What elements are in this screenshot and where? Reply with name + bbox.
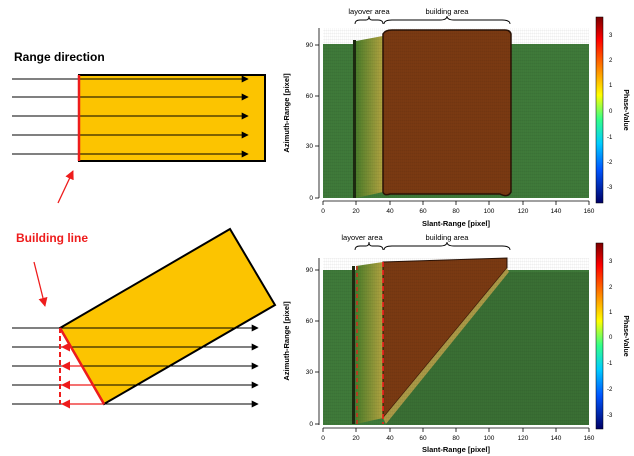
colorbar	[595, 16, 604, 204]
x-ticks: 0 20 40 60 80 100 120 140 160	[321, 428, 595, 442]
x-tick-label: 60	[419, 208, 427, 215]
colorbar-label: Phase-Value	[622, 315, 629, 356]
x-tick-label: 80	[452, 208, 460, 215]
phase-plot-bottom: layover area building area 0 20 40 60 80…	[282, 233, 629, 454]
y-tick-label: 0	[309, 195, 313, 202]
colorbar-ticks: 3 2 1 0 -1 -2 -3	[607, 33, 613, 191]
colorbar-tick-label: 2	[609, 285, 613, 291]
x-tick-label: 160	[584, 435, 595, 442]
y-tick-label: 0	[309, 421, 313, 428]
rotated-building	[58, 227, 277, 406]
x-axis-label: Slant-Range [pixel]	[422, 445, 490, 454]
building-brace	[383, 241, 511, 251]
x-tick-label: 100	[484, 435, 495, 442]
x-tick-label: 20	[352, 435, 360, 442]
building-line-pointer	[57, 170, 74, 204]
y-tick-label: 30	[306, 369, 314, 376]
colorbar-tick-label: -3	[607, 413, 613, 419]
x-tick-label: 160	[584, 208, 595, 215]
colorbar-tick-label: -1	[607, 361, 613, 367]
schematic-bottom	[12, 227, 277, 409]
colorbar-tick-label: -2	[607, 387, 613, 393]
colorbar-tick-label: -3	[607, 185, 613, 191]
pixel-grid	[323, 258, 589, 425]
layover-brace	[354, 241, 384, 251]
projection-arrows	[61, 342, 104, 409]
y-axis-label: Azimuth-Range [pixel]	[282, 301, 291, 381]
y-tick-label: 60	[306, 93, 314, 100]
phase-plot-top: layover area building area 0 20 40 60 80…	[282, 7, 629, 228]
y-ticks: 0 30 60 90	[306, 42, 319, 202]
x-tick-label: 120	[518, 435, 529, 442]
range-arrows	[12, 324, 259, 408]
x-tick-label: 0	[321, 435, 325, 442]
y-ticks: 0 30 60 90	[306, 267, 319, 428]
x-tick-label: 80	[452, 435, 460, 442]
range-arrows	[12, 75, 249, 158]
layover-brace	[354, 15, 384, 25]
x-ticks: 0 20 40 60 80 100 120 140 160	[321, 201, 595, 215]
colorbar-tick-label: 3	[609, 259, 613, 265]
colorbar-tick-label: 1	[609, 83, 613, 89]
building-rectangle	[78, 74, 266, 162]
building-line-pointer	[33, 261, 48, 307]
colorbar-tick-label: 0	[609, 335, 613, 341]
schematic-top: Range direction	[12, 50, 266, 204]
y-tick-label: 90	[306, 42, 314, 49]
colorbar-tick-label: 0	[609, 109, 613, 115]
colorbar	[595, 242, 604, 430]
colorbar-tick-label: 2	[609, 58, 613, 64]
colorbar-tick-label: -2	[607, 160, 613, 166]
x-tick-label: 0	[321, 208, 325, 215]
colorbar-ticks: 3 2 1 0 -1 -2 -3	[607, 259, 613, 419]
x-tick-label: 40	[386, 435, 394, 442]
building-brace	[383, 15, 511, 25]
colorbar-label: Phase-Value	[622, 89, 629, 130]
x-tick-label: 100	[484, 208, 495, 215]
colorbar-tick-label: -1	[607, 135, 613, 141]
y-axis-label: Azimuth-Range [pixel]	[282, 73, 291, 153]
x-tick-label: 140	[551, 208, 562, 215]
x-tick-label: 60	[419, 435, 427, 442]
building-area-label: building area	[426, 233, 470, 242]
x-axis-label: Slant-Range [pixel]	[422, 219, 490, 228]
layover-area-label: layover area	[341, 233, 383, 242]
x-tick-label: 40	[386, 208, 394, 215]
x-tick-label: 20	[352, 208, 360, 215]
x-tick-label: 140	[551, 435, 562, 442]
building-line-label: Building line	[16, 231, 88, 245]
colorbar-tick-label: 3	[609, 33, 613, 39]
range-direction-label: Range direction	[14, 50, 105, 64]
y-tick-label: 90	[306, 267, 314, 274]
building-area-label: building area	[426, 7, 470, 16]
x-tick-label: 120	[518, 208, 529, 215]
layover-area-label: layover area	[348, 7, 390, 16]
colorbar-tick-label: 1	[609, 310, 613, 316]
y-tick-label: 30	[306, 143, 314, 150]
y-tick-label: 60	[306, 318, 314, 325]
pixel-grid	[323, 28, 589, 198]
